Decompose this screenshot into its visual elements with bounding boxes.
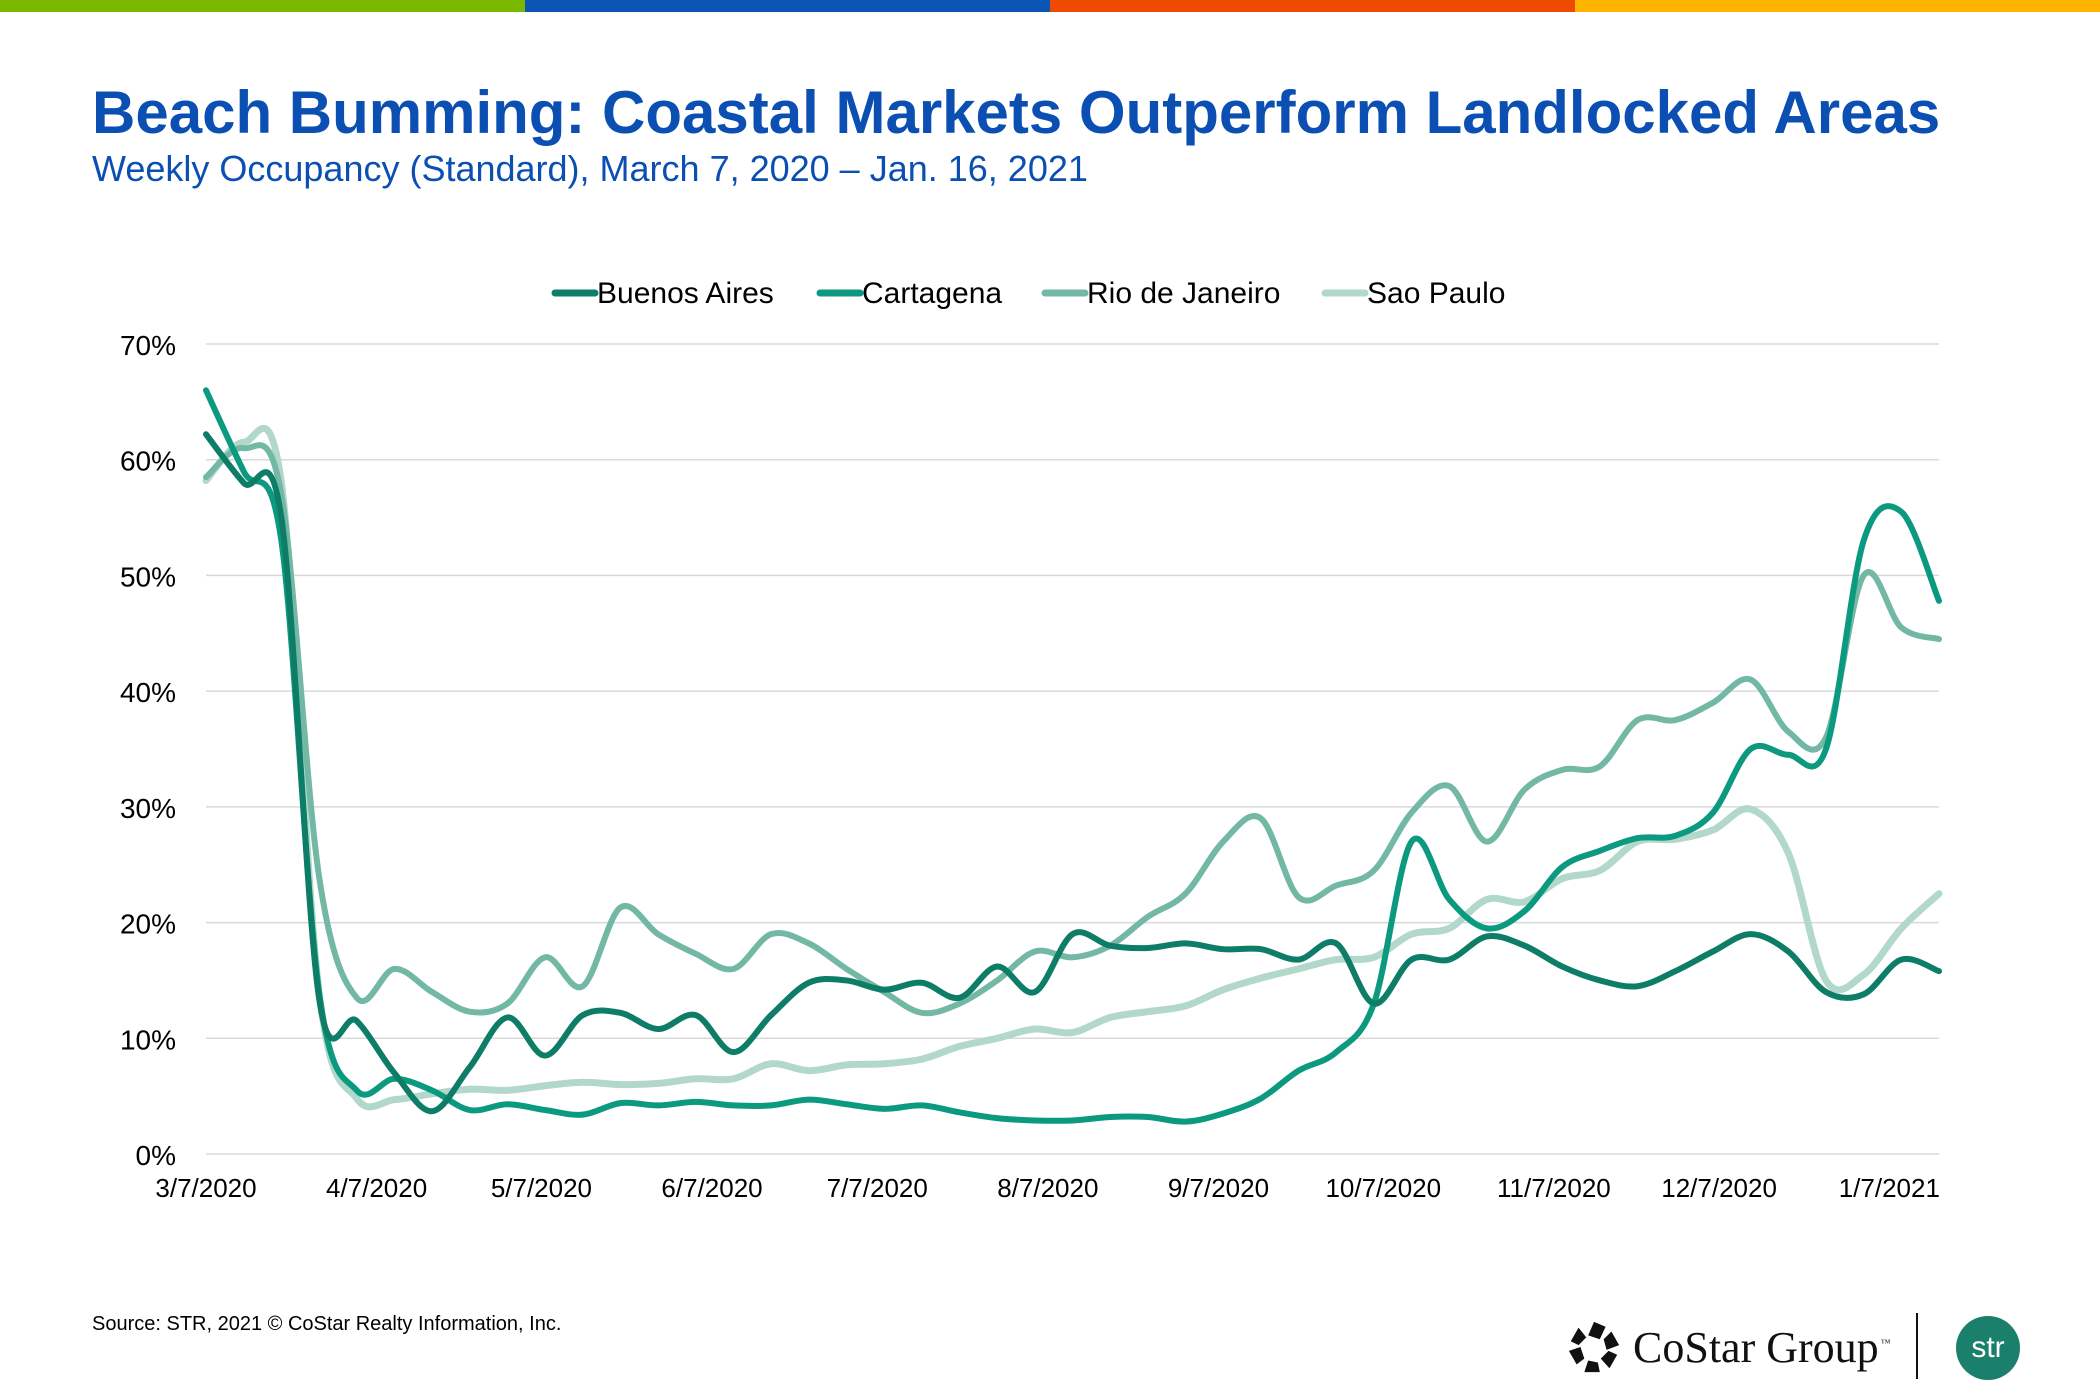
legend-label: Cartagena — [862, 277, 1002, 310]
y-tick-label: 20% — [120, 909, 176, 940]
costar-star-icon — [1568, 1321, 1620, 1373]
legend-label: Rio de Janeiro — [1087, 277, 1280, 310]
top-color-bar — [0, 0, 2100, 12]
legend-item: Cartagena — [816, 277, 1002, 310]
x-tick-label: 1/7/2021 — [1839, 1173, 1940, 1203]
y-tick-label: 60% — [120, 446, 176, 477]
legend-label: Sao Paulo — [1367, 277, 1505, 310]
logo-divider — [1916, 1313, 1918, 1379]
x-tick-label: 5/7/2020 — [491, 1173, 592, 1203]
series-line-sao-paulo — [202, 424, 1943, 1111]
str-logo: str — [1956, 1316, 2020, 1380]
x-tick-label: 7/7/2020 — [827, 1173, 928, 1203]
y-tick-label: 0% — [136, 1140, 176, 1171]
y-axis-tick-labels: 0% 10% 20% 30% 40% 50% 60% 70% — [120, 330, 176, 1171]
legend-item: Rio de Janeiro — [1041, 277, 1280, 310]
y-tick-label: 50% — [120, 561, 176, 592]
series-lines — [202, 387, 1943, 1125]
source-note: Source: STR, 2021 © CoStar Realty Inform… — [92, 1313, 562, 1335]
color-bar-orange — [1050, 0, 1575, 12]
color-bar-yellow — [1575, 0, 2100, 12]
legend-label: Buenos Aires — [597, 277, 774, 310]
y-tick-label: 10% — [120, 1024, 176, 1055]
y-tick-label: 30% — [120, 793, 176, 824]
x-tick-label: 10/7/2020 — [1325, 1173, 1441, 1203]
color-bar-blue — [525, 0, 1050, 12]
series-line-cartagena — [203, 387, 1942, 1125]
y-tick-label: 70% — [120, 330, 176, 361]
x-tick-label: 11/7/2020 — [1497, 1173, 1611, 1203]
x-tick-label: 8/7/2020 — [997, 1173, 1098, 1203]
costar-group-wordmark: CoStar Group ™ — [1633, 1322, 1890, 1373]
chart-subtitle: Weekly Occupancy (Standard), March 7, 20… — [92, 148, 1088, 189]
costar-group-logo: CoStar Group ™ — [1565, 1318, 1890, 1376]
trademark-symbol: ™ — [1880, 1337, 1891, 1349]
chart-title: Beach Bumming: Coastal Markets Outperfor… — [92, 79, 1941, 146]
x-tick-label: 6/7/2020 — [661, 1173, 762, 1203]
series-line-buenos-aires — [203, 431, 1942, 1115]
x-tick-label: 4/7/2020 — [326, 1173, 427, 1203]
x-tick-label: 3/7/2020 — [155, 1173, 256, 1203]
series-line-rio-de-janeiro — [203, 442, 1942, 1017]
legend: Buenos Aires Cartagena Rio de Janeiro Sao P… — [551, 277, 1505, 310]
x-axis-tick-labels: 3/7/2020 4/7/2020 5/7/2020 6/7/2020 7/7/2020… — [155, 1173, 1940, 1203]
y-tick-label: 40% — [120, 677, 176, 708]
x-tick-label: 12/7/2020 — [1661, 1173, 1777, 1203]
costar-name: CoStar Group — [1633, 1322, 1879, 1372]
legend-item: Buenos Aires — [551, 277, 774, 310]
str-logo-text: str — [1971, 1331, 2005, 1364]
color-bar-green — [0, 0, 525, 12]
gridlines — [206, 343, 1939, 1155]
legend-item: Sao Paulo — [1321, 277, 1505, 310]
x-tick-label: 9/7/2020 — [1168, 1173, 1269, 1203]
